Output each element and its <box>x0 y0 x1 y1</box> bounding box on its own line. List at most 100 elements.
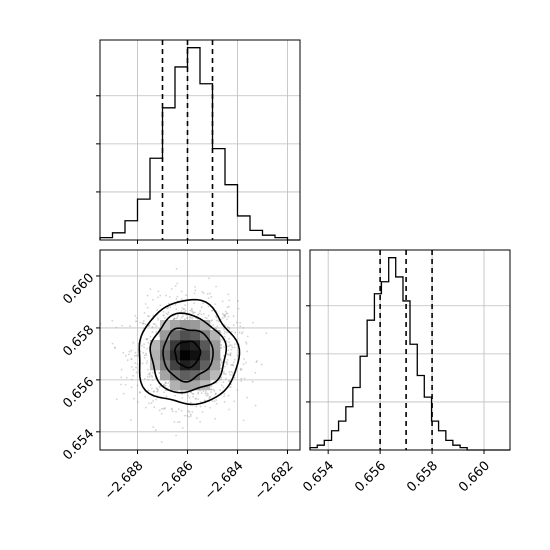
density-cell <box>180 320 191 331</box>
sample-point <box>145 354 148 356</box>
sample-point <box>226 361 228 364</box>
density-cell <box>180 370 191 381</box>
sample-point <box>229 373 232 376</box>
sample-point <box>213 400 216 403</box>
sample-point <box>202 313 205 315</box>
sample-point <box>167 306 169 309</box>
sample-point <box>212 388 215 391</box>
sample-point <box>255 361 258 363</box>
sample-point <box>145 337 148 340</box>
sample-point <box>243 377 246 380</box>
density-cell <box>180 360 191 371</box>
sample-point <box>208 397 211 400</box>
sample-point <box>115 398 118 401</box>
sample-point <box>240 368 243 371</box>
sample-point <box>148 371 151 374</box>
sample-point <box>220 347 223 349</box>
sample-point <box>159 294 162 297</box>
density-cell <box>210 370 221 381</box>
sample-point <box>173 317 176 320</box>
density-cell <box>170 330 181 341</box>
sample-point <box>136 401 139 403</box>
sample-point <box>184 414 186 417</box>
sample-point <box>219 389 222 391</box>
sample-point <box>204 390 207 393</box>
sample-point <box>148 373 151 376</box>
sample-point <box>228 337 231 340</box>
sample-point <box>142 327 145 330</box>
sample-point <box>177 408 180 411</box>
sample-point <box>138 391 141 394</box>
sample-point <box>114 346 117 349</box>
sample-point <box>143 311 146 314</box>
sample-point <box>155 387 158 389</box>
sample-point <box>221 361 223 364</box>
sample-point <box>155 398 157 401</box>
sample-point <box>239 321 242 324</box>
sample-point <box>185 294 187 297</box>
sample-point <box>209 406 211 409</box>
sample-point <box>124 354 127 357</box>
x-tick-label-param-0: −2.688 <box>102 458 147 503</box>
sample-point <box>231 364 234 367</box>
sample-point <box>224 365 226 368</box>
sample-point <box>129 325 132 328</box>
sample-point <box>190 391 193 394</box>
sample-point <box>194 398 197 400</box>
sample-point <box>128 350 131 353</box>
sample-point <box>243 358 246 360</box>
sample-point <box>136 384 139 387</box>
sample-point <box>183 318 186 321</box>
sample-point <box>233 400 236 403</box>
density-cell <box>200 380 211 391</box>
sample-point <box>228 341 231 344</box>
sample-point <box>214 393 217 396</box>
sample-point <box>197 313 199 316</box>
sample-point <box>176 315 179 317</box>
sample-point <box>231 363 234 366</box>
sample-point <box>142 322 144 325</box>
sample-point <box>222 355 225 357</box>
density-cell <box>180 350 191 361</box>
sample-point <box>226 345 229 348</box>
sample-point <box>228 299 231 302</box>
sample-point <box>224 330 226 333</box>
sample-point <box>224 314 227 316</box>
sample-point <box>152 390 155 393</box>
sample-point <box>120 383 122 386</box>
contour-line <box>149 312 228 394</box>
density-cell <box>170 380 181 391</box>
sample-point <box>240 332 243 335</box>
sample-point <box>180 316 183 319</box>
sample-point <box>229 386 232 388</box>
density-cell <box>190 380 201 391</box>
density-cell <box>160 370 171 381</box>
sample-point <box>167 311 170 314</box>
sample-point <box>265 332 268 335</box>
sample-point <box>191 317 194 319</box>
y-tick-label-param-1: 0.658 <box>60 323 97 360</box>
histogram-param-1-background <box>310 250 510 450</box>
sample-point <box>221 312 224 315</box>
sample-point <box>141 322 144 325</box>
sample-point <box>199 401 202 403</box>
sample-point <box>160 407 163 410</box>
sample-point <box>150 402 153 404</box>
sample-point <box>210 388 213 391</box>
sample-point <box>122 351 125 354</box>
sample-point <box>233 343 236 346</box>
sample-point <box>223 335 226 338</box>
sample-point <box>186 317 188 320</box>
density-cell <box>190 320 201 331</box>
sample-point <box>220 384 223 387</box>
sample-point <box>200 313 203 316</box>
sample-point <box>193 302 196 305</box>
sample-point <box>156 388 159 390</box>
sample-point <box>167 302 170 305</box>
density-cell <box>210 330 221 341</box>
joint-density-panel <box>96 249 301 454</box>
sample-point <box>218 320 220 323</box>
sample-point <box>166 307 169 310</box>
sample-point <box>146 294 149 297</box>
density-cell <box>170 370 181 381</box>
